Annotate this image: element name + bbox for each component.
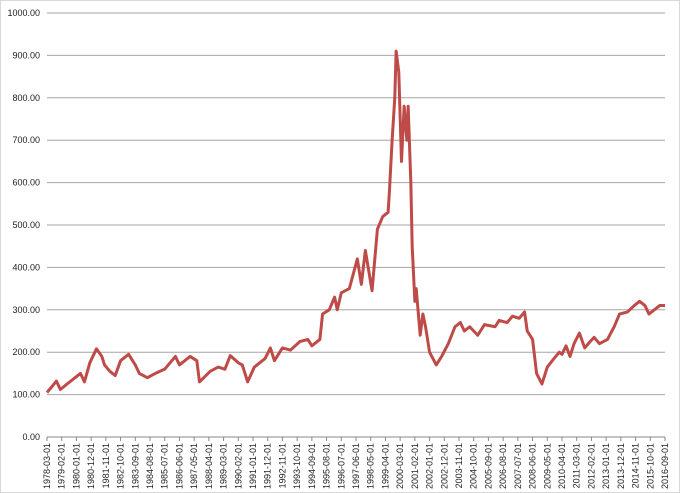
x-tick-label: 2015-10-01: [645, 443, 655, 489]
x-tick-label: 2012-02-01: [586, 443, 596, 489]
x-tick-label: 1990-02-01: [233, 443, 243, 489]
x-tick-label: 1995-08-01: [322, 443, 332, 489]
x-tick-label: 1985-07-01: [160, 443, 170, 489]
y-tick-label: 1000.00: [7, 8, 40, 18]
x-tick-label: 1979-02-01: [57, 443, 67, 489]
x-tick-label: 1996-07-01: [336, 443, 346, 489]
x-tick-label: 2002-12-01: [439, 443, 449, 489]
y-tick-label: 0.00: [22, 432, 40, 442]
x-tick-label: 1989-03-01: [219, 443, 229, 489]
y-tick-label: 800.00: [12, 93, 40, 103]
x-tick-label: 2011-03-01: [572, 443, 582, 488]
y-tick-label: 500.00: [12, 220, 40, 230]
x-tick-label: 1984-08-01: [145, 443, 155, 489]
x-tick-label: 2002-01-01: [425, 443, 435, 489]
x-tick-label: 2014-11-01: [631, 443, 641, 488]
x-tick-label: 1997-06-01: [351, 443, 361, 489]
x-tick-label: 2006-08-01: [498, 443, 508, 489]
x-tick-label: 1998-05-01: [366, 443, 376, 489]
x-tick-label: 2004-10-01: [469, 443, 479, 489]
y-tick-label: 600.00: [12, 178, 40, 188]
data-line: [45, 49, 665, 394]
x-tick-label: 2010-04-01: [557, 443, 567, 489]
y-tick-label: 200.00: [12, 347, 40, 357]
y-tick-label: 400.00: [12, 262, 40, 272]
x-tick-label: 2013-01-01: [601, 443, 611, 489]
y-tick-label: 900.00: [12, 50, 40, 60]
x-tick-label: 1978-03-01: [42, 443, 52, 489]
x-tick-label: 2008-06-01: [528, 443, 538, 489]
x-tick-label: 1991-12-01: [263, 443, 273, 489]
x-tick-label: 1988-04-01: [204, 443, 214, 489]
x-tick-label: 1981-11-01: [101, 443, 111, 488]
x-tick-label: 2013-12-01: [616, 443, 626, 489]
x-tick-label: 1992-11-01: [277, 443, 287, 488]
x-tick-label: 1991-01-01: [248, 443, 258, 489]
x-tick-label: 2000-03-01: [395, 443, 405, 489]
y-tick-label: 300.00: [12, 305, 40, 315]
x-tick-label: 1999-04-01: [380, 443, 390, 489]
y-tick-label: 700.00: [12, 135, 40, 145]
x-tick-label: 1983-09-01: [130, 443, 140, 489]
x-tick-label: 2003-11-01: [454, 443, 464, 488]
x-tick-label: 1993-10-01: [292, 443, 302, 489]
x-tick-label: 1987-05-01: [189, 443, 199, 489]
x-tick-label: 1980-01-01: [71, 443, 81, 489]
x-tick-label: 1986-06-01: [174, 443, 184, 489]
x-tick-label: 1994-09-01: [307, 443, 317, 489]
x-tick-label: 2001-02-01: [410, 443, 420, 489]
x-tick-label: 2009-05-01: [542, 443, 552, 489]
x-tick-label: 2007-07-01: [513, 443, 523, 489]
x-tick-label: 1980-12-01: [86, 443, 96, 489]
y-tick-label: 100.00: [12, 390, 40, 400]
x-tick-label: 2005-09-01: [483, 443, 493, 489]
x-tick-label: 1982-10-01: [116, 443, 126, 489]
x-tick-label: 2016-09-01: [660, 443, 670, 489]
